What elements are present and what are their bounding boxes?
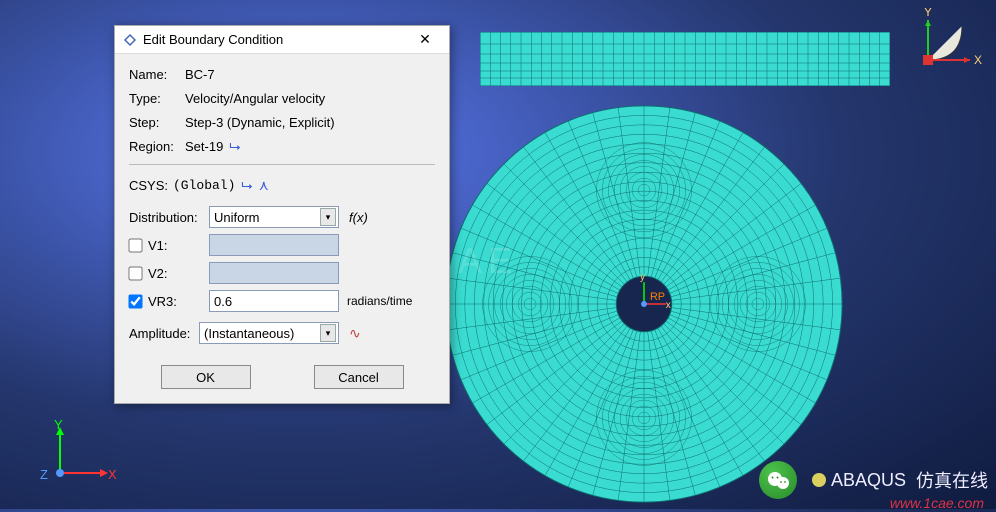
svg-text:X: X [974, 53, 982, 67]
csys-label: CSYS: [129, 178, 173, 193]
chevron-down-icon: ▾ [320, 208, 336, 226]
type-label: Type: [129, 91, 185, 106]
name-label: Name: [129, 67, 185, 82]
v2-input[interactable] [209, 262, 339, 284]
amplitude-combo[interactable]: (Instantaneous) ▾ [199, 322, 339, 344]
step-value: Step-3 (Dynamic, Explicit) [185, 115, 335, 130]
v1-label: V1: [148, 238, 168, 253]
region-label: Region: [129, 139, 185, 154]
ok-button[interactable]: OK [161, 365, 251, 389]
step-label: Step: [129, 115, 185, 130]
svg-text:Y: Y [924, 8, 932, 19]
amplitude-create-icon[interactable]: ∿ [349, 325, 361, 342]
csys-datum-icon[interactable]: ⋏ [259, 177, 269, 194]
rectangular-mesh [480, 32, 890, 86]
app-icon [123, 33, 137, 47]
vr3-input[interactable] [209, 290, 339, 312]
csys-picker-icon[interactable]: ⮡ [241, 177, 252, 194]
svg-text:y: y [640, 272, 645, 283]
chevron-down-icon: ▾ [320, 324, 336, 342]
abaqus-icon [811, 472, 827, 488]
dialog-title: Edit Boundary Condition [143, 32, 405, 47]
v1-input[interactable] [209, 234, 339, 256]
vr3-unit: radians/time [347, 294, 412, 308]
amplitude-value: (Instantaneous) [204, 326, 294, 341]
vr3-checkbox[interactable] [128, 294, 142, 308]
v2-checkbox[interactable] [128, 266, 142, 280]
footer-chinese: 仿真在线 [916, 467, 988, 493]
axis-z-label: Z [40, 467, 48, 482]
view-triad-cube: X Y [910, 8, 990, 78]
v1-checkbox[interactable] [128, 238, 142, 252]
close-button[interactable]: ✕ [405, 28, 445, 52]
dialog-titlebar[interactable]: Edit Boundary Condition ✕ [115, 26, 449, 54]
svg-text:x: x [666, 300, 671, 311]
distribution-combo[interactable]: Uniform ▾ [209, 206, 339, 228]
axis-x-label: X [108, 467, 117, 482]
fx-icon[interactable]: f(x) [349, 210, 368, 225]
amplitude-label: Amplitude: [129, 326, 199, 341]
svg-text:RP: RP [650, 291, 665, 303]
region-value: Set-19 [185, 139, 223, 154]
cancel-button[interactable]: Cancel [314, 365, 404, 389]
distribution-label: Distribution: [129, 210, 209, 225]
orientation-triad: Y X Z [40, 421, 120, 491]
v2-label: V2: [148, 266, 168, 281]
vr3-label: VR3: [148, 294, 177, 309]
footer-branding: ABAQUS 仿真在线 [759, 461, 988, 499]
edit-bc-dialog: Edit Boundary Condition ✕ Name:BC-7 Type… [114, 25, 450, 404]
name-value: BC-7 [185, 67, 215, 82]
csys-value: (Global) [173, 178, 235, 193]
distribution-value: Uniform [214, 210, 260, 225]
axis-y-label: Y [54, 417, 63, 432]
abaqus-text: ABAQUS [831, 470, 906, 491]
type-value: Velocity/Angular velocity [185, 91, 325, 106]
wechat-icon [759, 461, 797, 499]
disc-mesh: RPx y [436, 96, 852, 512]
region-picker-icon[interactable]: ⮡ [229, 138, 240, 155]
